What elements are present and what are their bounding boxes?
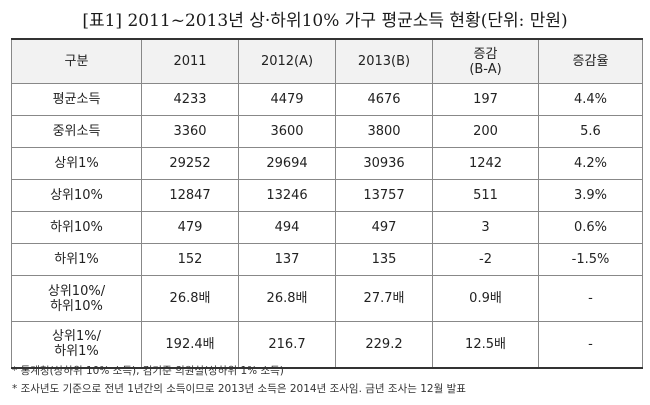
income-table: 구분 2011 2012(A) 2013(B) 증감 (B-A) 증감율 평균소… xyxy=(11,38,643,369)
cell-category: 중위소득 xyxy=(11,115,142,148)
cell-y2013: 229.2 xyxy=(335,321,433,369)
footnote-source: * 통계청(상하위 10% 소득), 김기준 의원실(상하위 1% 소득) xyxy=(12,365,284,377)
cell-change: 200 xyxy=(432,115,539,148)
cell-y2011: 26.8배 xyxy=(141,275,239,322)
cell-y2011: 479 xyxy=(141,211,239,244)
table-row: 중위소득 3360 3600 3800 200 5.6 xyxy=(11,115,643,148)
cell-category: 하위1% xyxy=(11,243,142,276)
cell-y2012: 137 xyxy=(238,243,336,276)
header-2012: 2012(A) xyxy=(238,38,336,84)
cell-y2012: 4479 xyxy=(238,83,336,116)
cell-y2013: 135 xyxy=(335,243,433,276)
cell-y2012: 13246 xyxy=(238,179,336,212)
cell-y2012: 29694 xyxy=(238,147,336,180)
cell-y2011: 192.4배 xyxy=(141,321,239,369)
table-row: 상위1%/ 하위1% 192.4배 216.7 229.2 12.5배 - xyxy=(11,321,643,369)
cell-category: 상위10% xyxy=(11,179,142,212)
cell-change: 3 xyxy=(432,211,539,244)
cell-y2012: 494 xyxy=(238,211,336,244)
cell-y2013: 3800 xyxy=(335,115,433,148)
cell-change-rate: - xyxy=(538,275,643,322)
cell-category: 상위1% xyxy=(11,147,142,180)
cell-y2013: 13757 xyxy=(335,179,433,212)
footnotes: * 통계청(상하위 10% 소득), 김기준 의원실(상하위 1% 소득) * … xyxy=(12,362,466,398)
table-header-row: 구분 2011 2012(A) 2013(B) 증감 (B-A) 증감율 xyxy=(11,38,643,84)
table-row: 상위10%/ 하위10% 26.8배 26.8배 27.7배 0.9배 - xyxy=(11,275,643,322)
cell-y2012: 26.8배 xyxy=(238,275,336,322)
cell-y2012: 216.7 xyxy=(238,321,336,369)
cell-change-rate: 5.6 xyxy=(538,115,643,148)
cell-change-rate: 3.9% xyxy=(538,179,643,212)
table-title: [표1] 2011~2013년 상·하위10% 가구 평균소득 현황(단위: 만… xyxy=(82,11,568,31)
cell-y2011: 152 xyxy=(141,243,239,276)
header-change: 증감 (B-A) xyxy=(432,38,539,84)
header-category: 구분 xyxy=(11,38,142,84)
cell-y2011: 29252 xyxy=(141,147,239,180)
cell-change-rate: 4.4% xyxy=(538,83,643,116)
cell-y2011: 12847 xyxy=(141,179,239,212)
cell-category: 상위1%/ 하위1% xyxy=(11,321,142,369)
cell-change-rate: -1.5% xyxy=(538,243,643,276)
cell-change: 0.9배 xyxy=(432,275,539,322)
cell-category: 하위10% xyxy=(11,211,142,244)
cell-y2013: 497 xyxy=(335,211,433,244)
header-2011: 2011 xyxy=(141,38,239,84)
table-row: 평균소득 4233 4479 4676 197 4.4% xyxy=(11,83,643,116)
cell-y2013: 27.7배 xyxy=(335,275,433,322)
footnote-survey-year: * 조사년도 기준으로 전년 1년간의 소득이므로 2013년 소득은 2014… xyxy=(12,383,466,395)
cell-y2011: 3360 xyxy=(141,115,239,148)
cell-change: 1242 xyxy=(432,147,539,180)
cell-y2013: 30936 xyxy=(335,147,433,180)
cell-change: 12.5배 xyxy=(432,321,539,369)
cell-change: 197 xyxy=(432,83,539,116)
cell-y2011: 4233 xyxy=(141,83,239,116)
header-2013: 2013(B) xyxy=(335,38,433,84)
table-row: 상위1% 29252 29694 30936 1242 4.2% xyxy=(11,147,643,180)
cell-category: 평균소득 xyxy=(11,83,142,116)
table-row: 상위10% 12847 13246 13757 511 3.9% xyxy=(11,179,643,212)
cell-y2013: 4676 xyxy=(335,83,433,116)
cell-y2012: 3600 xyxy=(238,115,336,148)
cell-change-rate: 0.6% xyxy=(538,211,643,244)
header-change-rate: 증감율 xyxy=(538,38,643,84)
cell-category: 상위10%/ 하위10% xyxy=(11,275,142,322)
cell-change: -2 xyxy=(432,243,539,276)
table-row: 하위10% 479 494 497 3 0.6% xyxy=(11,211,643,244)
table-row: 하위1% 152 137 135 -2 -1.5% xyxy=(11,243,643,276)
cell-change-rate: - xyxy=(538,321,643,369)
cell-change: 511 xyxy=(432,179,539,212)
cell-change-rate: 4.2% xyxy=(538,147,643,180)
